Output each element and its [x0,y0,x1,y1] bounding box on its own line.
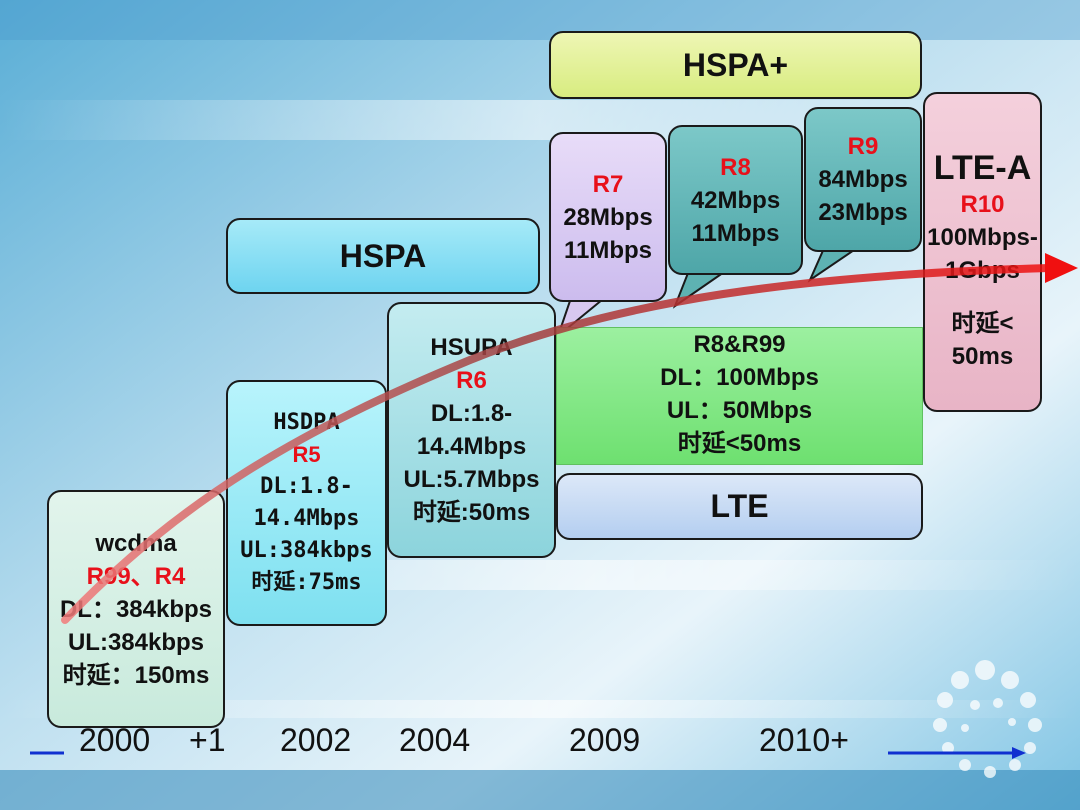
r7-release: R7 [592,170,624,198]
year-plus-1: +1 [189,722,226,758]
r9-ul: 23Mbps [818,199,908,226]
hspa-plus-label: HSPA+ [682,46,789,83]
lte-a-name: LTE-A [933,149,1032,187]
r9-callout: R9 84Mbps 23Mbps [804,107,922,252]
wcdma-ul: UL:384kbps [67,628,205,656]
year-2000: 2000 [79,722,151,758]
hspa-plus-box: HSPA+ [549,31,922,99]
r8-ul: 11Mbps [691,219,780,247]
r9-release: R9 [847,133,879,160]
lte-a-rate-line1: 100Mbps- [927,224,1038,251]
r7-ul: 11Mbps [563,236,653,264]
r7-dl: 28Mbps [563,203,653,231]
year-2010-plus: 2010+ [759,722,849,758]
lte-a-release: R10 [960,191,1005,218]
r8-release: R8 [720,153,751,181]
year-2009: 2009 [569,722,641,758]
r8-dl: 42Mbps [690,186,781,214]
r9-dl: 84Mbps [818,166,908,193]
year-2004: 2004 [399,722,471,758]
r8-callout: R8 42Mbps 11Mbps [668,125,803,275]
year-2002: 2002 [280,722,352,758]
wcdma-latency: 时延：150ms [62,661,210,689]
decorative-dot-ring [933,660,1042,778]
